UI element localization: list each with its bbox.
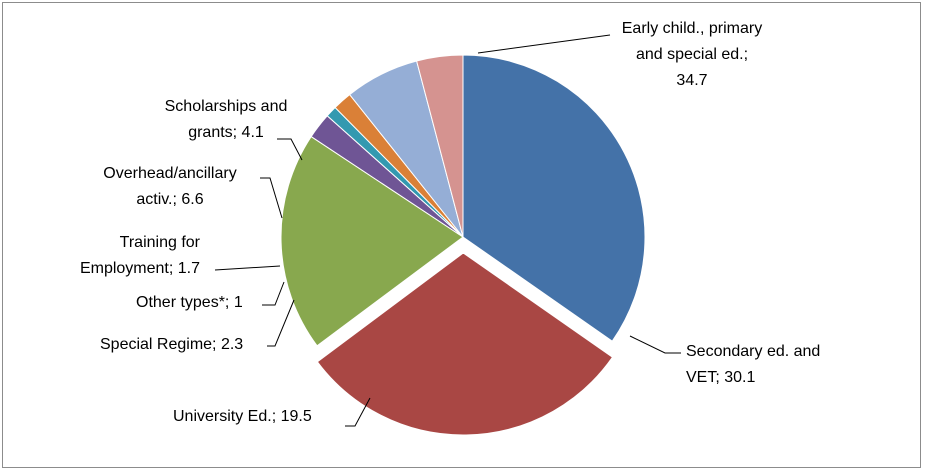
data-label-line: 34.7	[676, 72, 707, 89]
data-label: Other types*; 1	[136, 294, 243, 311]
data-label-line: Scholarships and	[165, 98, 288, 115]
data-label: Overhead/ancillary activ.; 6.6	[103, 165, 236, 208]
leader-line	[262, 281, 285, 306]
data-label-line: Employment; 1.7	[80, 260, 200, 277]
leader-lines	[214, 34, 681, 427]
data-label: Training for Employment; 1.7	[80, 234, 201, 277]
data-label-line: Secondary ed. and	[686, 343, 820, 360]
leader-line	[277, 138, 303, 161]
data-label-line: Overhead/ancillary	[103, 165, 236, 182]
leader-line	[477, 34, 611, 54]
data-label-line: grants; 4.1	[188, 124, 264, 141]
pie-slices	[280, 54, 646, 436]
data-label: Early child., primary and special ed.; 34.…	[622, 20, 762, 89]
data-label-line: activ.; 6.6	[136, 191, 203, 208]
leader-line	[260, 177, 283, 219]
leader-line	[345, 397, 371, 427]
data-label-line: VET; 30.1	[686, 369, 755, 386]
leader-line	[214, 265, 281, 271]
data-label-line: and special ed.;	[636, 46, 748, 63]
data-label: Special Regime; 2.3	[100, 336, 243, 353]
pie-slice-secondary-ed-and-vet	[316, 252, 614, 436]
data-label: Scholarships and grants; 4.1	[165, 98, 288, 141]
leader-line	[267, 299, 295, 347]
data-label: University Ed.; 19.5	[173, 408, 312, 425]
data-labels: Early child., primary and special ed.; 34.…	[80, 20, 820, 425]
pie-slice-scholarships-and-grants	[416, 54, 464, 238]
data-label-line: University Ed.; 19.5	[173, 408, 312, 425]
data-label-line: Early child., primary	[622, 20, 762, 37]
data-label-line: Training for	[120, 234, 201, 251]
data-label: Secondary ed. and VET; 30.1	[686, 343, 820, 386]
data-label-line: Other types*; 1	[136, 294, 243, 311]
pie-slice-early-child-primary-and-special-ed	[462, 54, 646, 342]
leader-line	[629, 335, 681, 354]
data-label-line: Special Regime; 2.3	[100, 336, 243, 353]
